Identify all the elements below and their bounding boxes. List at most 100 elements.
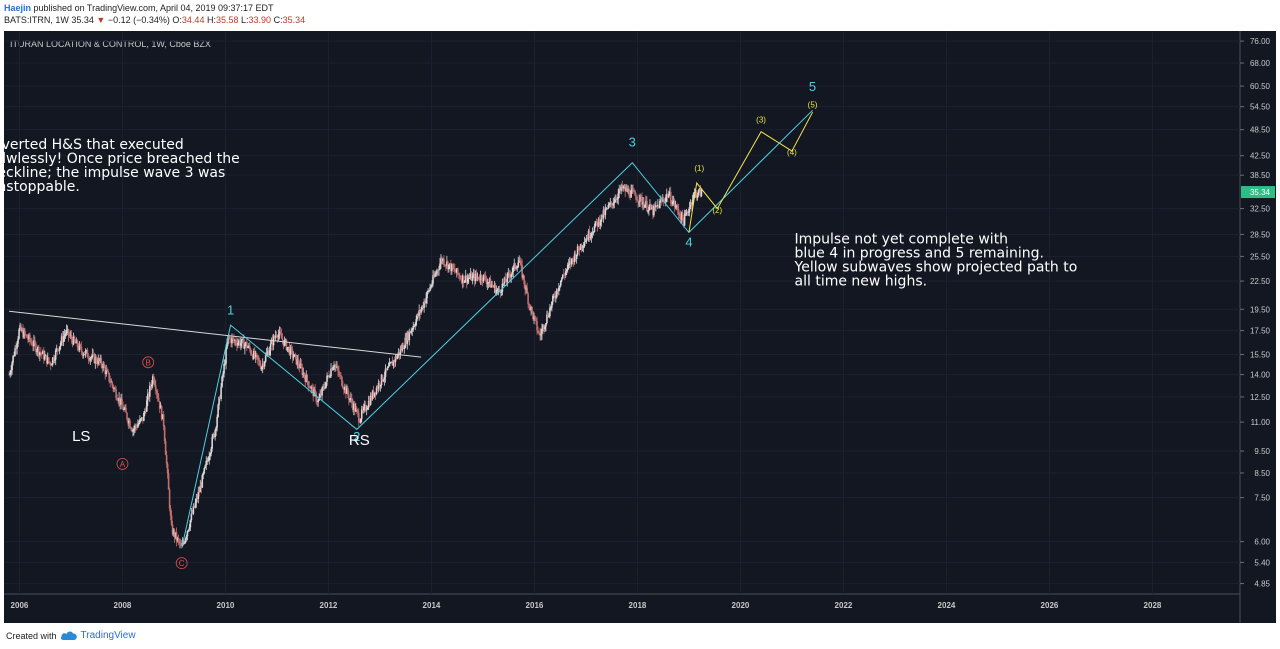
candle-body: [359, 418, 362, 423]
candle-body: [533, 316, 535, 320]
candle-body: [269, 343, 272, 351]
candle-body: [169, 508, 172, 516]
candle-body: [602, 210, 605, 219]
candle-body: [329, 376, 331, 378]
abc-circle: [175, 557, 188, 570]
candle-body: [470, 273, 473, 281]
footer: Created with TradingView: [6, 630, 136, 641]
candle-body: [472, 273, 475, 276]
candle-body: [70, 335, 73, 340]
candle-body: [325, 381, 327, 388]
candle-body: [450, 263, 452, 272]
candle-body: [330, 368, 332, 377]
candle-body: [150, 384, 153, 387]
candle-body: [392, 360, 395, 366]
candle-body: [286, 347, 289, 351]
candle-body: [628, 189, 630, 196]
price-chart[interactable]: ITURAN LOCATION & CONTROL, 1W, Cboe BZX …: [0, 31, 1276, 623]
candle-body: [246, 342, 248, 348]
price-tick-label: 28.50: [1250, 230, 1271, 239]
chart-container[interactable]: ITURAN LOCATION & CONTROL, 1W, Cboe BZX …: [0, 31, 1276, 623]
candle-body: [320, 393, 322, 396]
candle-body: [405, 337, 408, 344]
candle-body: [385, 368, 388, 371]
candle-body: [425, 297, 427, 304]
candle-body: [530, 307, 532, 311]
last-price-badge: [1241, 186, 1275, 199]
candle-body: [528, 304, 530, 305]
candle-body: [63, 334, 66, 337]
candle-body: [301, 367, 304, 375]
candle-body: [681, 212, 684, 219]
candle-body: [31, 342, 33, 346]
candle-body: [112, 385, 114, 389]
created-with-text: Created with: [6, 630, 57, 641]
tradingview-logo-text[interactable]: TradingView: [80, 630, 136, 641]
price-tick-label: 76.00: [1250, 37, 1271, 46]
candle-body: [519, 260, 521, 262]
candle-body: [282, 340, 285, 346]
candle-body: [186, 531, 189, 537]
candle-body: [499, 290, 502, 293]
candle-body: [203, 467, 206, 474]
symbol-label: BATS:ITRN, 1W: [4, 15, 69, 25]
candle-body: [281, 338, 284, 341]
candle-body: [605, 208, 608, 210]
candle-body: [548, 315, 550, 317]
candle-body: [73, 336, 76, 341]
candle-body: [567, 263, 570, 265]
price-tick-label: 17.50: [1250, 327, 1271, 336]
candle-body: [549, 307, 551, 316]
wave-label: (3): [756, 115, 766, 124]
candle-body: [183, 542, 186, 544]
candle-body: [700, 188, 703, 197]
candle-body: [587, 230, 590, 240]
candle-body: [20, 325, 22, 331]
candle-body: [357, 412, 360, 423]
candle-body: [98, 358, 101, 362]
candle-body: [550, 307, 552, 309]
wave-label: 4: [685, 235, 692, 250]
candle-body: [693, 192, 696, 194]
candle-body: [688, 207, 691, 213]
candle-body: [477, 276, 480, 280]
candle-body: [638, 201, 640, 203]
candle-body: [674, 206, 677, 208]
candle-body: [585, 238, 588, 242]
price-tick-label: 60.50: [1250, 82, 1271, 91]
candle-body: [155, 390, 158, 394]
candle-body: [427, 290, 429, 292]
author-link[interactable]: Haejin: [4, 3, 32, 13]
candle-body: [180, 543, 183, 547]
candle-body: [372, 390, 375, 397]
candle-body: [505, 281, 508, 283]
candle-body: [287, 346, 290, 348]
candle-body: [245, 342, 247, 345]
candle-body: [570, 258, 573, 265]
candle-body: [367, 400, 370, 408]
candle-body: [103, 364, 106, 368]
candle-body: [38, 346, 40, 356]
candle-body: [138, 423, 140, 425]
candle-body: [695, 192, 698, 198]
candle-body: [165, 454, 168, 464]
candle-body: [471, 275, 474, 281]
candle-body: [85, 350, 88, 351]
candle-body: [682, 218, 685, 226]
candle-body: [82, 354, 85, 356]
candle-body: [109, 381, 111, 383]
candle-body: [645, 200, 647, 206]
candle-body: [131, 429, 133, 432]
candle-body: [600, 214, 603, 223]
candle-body: [571, 258, 574, 260]
candle-body: [400, 349, 403, 351]
candle-body: [565, 269, 568, 272]
candle-body: [226, 343, 228, 349]
candle-body: [258, 360, 261, 366]
candle-body: [456, 268, 459, 274]
candle-body: [493, 284, 496, 288]
candle-body: [566, 264, 569, 270]
candle-body: [213, 434, 215, 438]
candle-body: [538, 332, 540, 334]
candle-body: [81, 351, 84, 356]
